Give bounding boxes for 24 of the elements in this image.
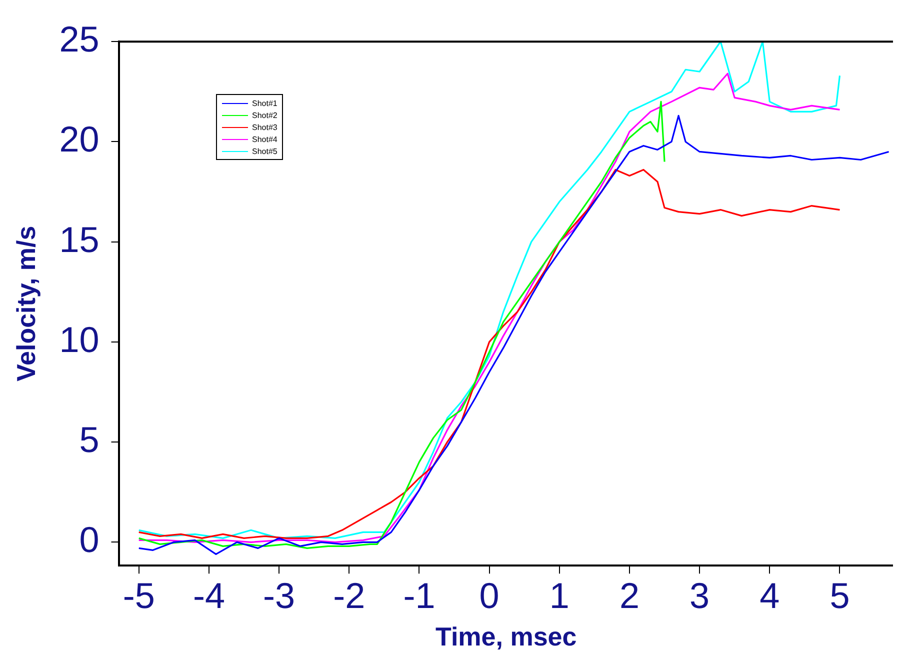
- y-axis-title: Velocity, m/s: [10, 226, 41, 382]
- y-tick-label: 15: [59, 218, 100, 260]
- x-tick-label: 2: [619, 575, 640, 616]
- x-tick-label: -4: [192, 575, 225, 616]
- x-tick-label: -5: [122, 575, 155, 616]
- x-tick-label: 5: [830, 575, 850, 616]
- legend-label: Shot#4: [252, 134, 278, 144]
- legend-label: Shot#1: [252, 98, 278, 108]
- x-tick-label: -1: [403, 575, 436, 616]
- x-tick-label: 1: [549, 575, 570, 616]
- legend-label: Shot#2: [252, 110, 278, 120]
- x-tick-label: -3: [263, 575, 296, 616]
- y-tick-label: 20: [59, 118, 100, 160]
- y-tick-label: 10: [59, 318, 100, 360]
- legend-label: Shot#3: [252, 122, 278, 132]
- x-tick-label: -2: [333, 575, 366, 616]
- y-tick-label: 0: [79, 519, 100, 560]
- y-tick-label: 5: [79, 418, 100, 460]
- x-tick-label: 0: [479, 575, 500, 616]
- legend-label: Shot#5: [252, 146, 278, 156]
- x-tick-label: 3: [690, 575, 710, 616]
- y-tick-label: 25: [59, 18, 100, 60]
- x-tick-label: 4: [760, 575, 780, 616]
- x-axis-title: Time, msec: [436, 622, 577, 652]
